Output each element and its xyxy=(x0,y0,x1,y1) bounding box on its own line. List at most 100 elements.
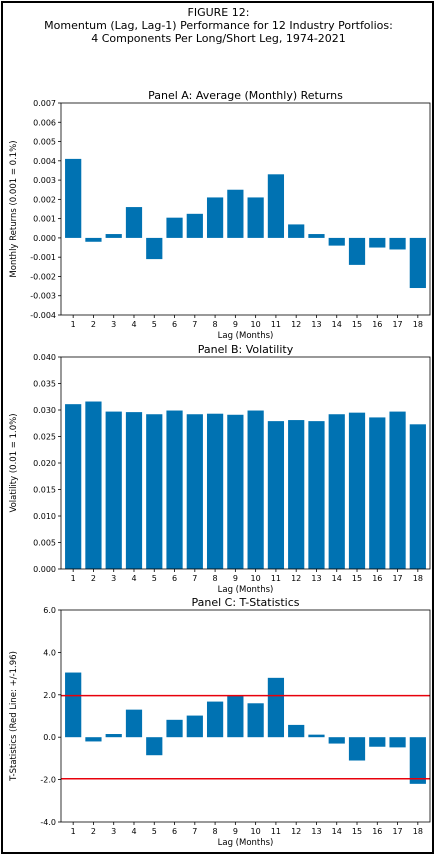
panel-b-xtick-label: 6 xyxy=(172,574,177,583)
panel-c-axes-frame xyxy=(60,609,431,823)
panel-a-ytick-label: 0.000 xyxy=(33,234,56,243)
panel-a-xtick-label: 13 xyxy=(311,320,321,329)
panel-c-xtick-label: 17 xyxy=(392,827,402,836)
panel-a-bar xyxy=(247,197,264,238)
panel-b-xtick-label: 4 xyxy=(131,574,136,583)
panel-a-xtick-label: 2 xyxy=(91,320,96,329)
panel-b-xtick-label: 17 xyxy=(392,574,402,583)
panel-c-xlabel: Lag (Months) xyxy=(218,838,274,848)
panel-c-xtick-label: 3 xyxy=(111,827,116,836)
panel-b-title: Panel B: Volatility xyxy=(198,343,294,356)
panel-b-ytick-label: 0.030 xyxy=(33,406,56,415)
panel-b-ytick-label: 0.015 xyxy=(33,486,56,495)
panel-a-ytick-label: 0.002 xyxy=(33,195,56,204)
panel-a-bar xyxy=(146,237,163,260)
panel-a-ytick-label: 0.004 xyxy=(33,157,56,166)
panel-b-xtick-label: 14 xyxy=(332,574,342,583)
panel-c-bar xyxy=(227,695,244,738)
panel-a-ytick-label: 0.001 xyxy=(33,215,56,224)
panel-b-bar xyxy=(369,417,386,569)
panel-a-bar xyxy=(105,234,122,238)
panel-c-bar xyxy=(85,737,102,742)
panel-c-bar xyxy=(328,737,345,744)
panel-a-bar xyxy=(308,234,325,238)
panel-c-xtick-label: 15 xyxy=(352,827,362,836)
panel-a-xtick-label: 12 xyxy=(291,320,301,329)
panel-b-bar xyxy=(348,412,366,569)
panel-b-xtick-label: 10 xyxy=(251,574,261,583)
panel-b-bar xyxy=(105,411,122,569)
panel-a-xtick-label: 17 xyxy=(392,320,402,329)
panel-c-xtick-label: 5 xyxy=(152,827,157,836)
panel-c-bar xyxy=(389,737,406,748)
panel-c-xtick-label: 9 xyxy=(233,827,238,836)
figure-title-line3: 4 Components Per Long/Short Leg, 1974-20… xyxy=(91,32,346,45)
panel-b-xtick-label: 7 xyxy=(192,574,197,583)
panel-a-bar xyxy=(85,237,102,242)
panel-c-xtick-label: 11 xyxy=(271,827,281,836)
panel-a-ytick-label: 0.006 xyxy=(33,118,56,127)
panel-a-ytick-label: -0.004 xyxy=(30,311,56,320)
panel-c-bar xyxy=(247,703,264,738)
panel-b-xtick-label: 16 xyxy=(372,574,382,583)
panel-a-ytick-label: -0.002 xyxy=(30,272,56,281)
figure-title-line1: FIGURE 12: xyxy=(187,6,250,19)
panel-a-xtick-label: 9 xyxy=(233,320,238,329)
panel-c-bar xyxy=(369,737,386,747)
panel-c-bar xyxy=(288,724,305,738)
panel-a-bar xyxy=(186,213,203,238)
panel-c-xtick-label: 6 xyxy=(172,827,177,836)
panel-c-ytick-label: 6.0 xyxy=(43,606,56,615)
panel-a-xtick-label: 18 xyxy=(413,320,423,329)
panel-a-xtick-label: 6 xyxy=(172,320,177,329)
panel-b-ytick-label: 0.005 xyxy=(33,539,56,548)
panel-b-xtick-label: 18 xyxy=(413,574,423,583)
panel-b-bar xyxy=(389,411,406,569)
panel-a-bar xyxy=(166,217,183,238)
panel-a-bar xyxy=(369,237,386,248)
panel-a-xtick-label: 11 xyxy=(271,320,281,329)
panel-c-xtick-label: 16 xyxy=(372,827,382,836)
panel-c-xtick-label: 1 xyxy=(71,827,76,836)
panel-c-xtick-label: 18 xyxy=(413,827,423,836)
panel-a-ylabel: Monthly Returns (0.001 = 0.1%) xyxy=(9,140,19,277)
panel-b-ytick-label: 0.010 xyxy=(33,512,56,521)
panel-c-title: Panel C: T-Statistics xyxy=(191,596,299,609)
panel-b-xtick-label: 13 xyxy=(311,574,321,583)
panel-a-bar xyxy=(65,158,82,238)
panel-b-bar xyxy=(65,404,82,569)
panel-b-xtick-label: 5 xyxy=(152,574,157,583)
panel-c-bar xyxy=(308,734,325,738)
panel-b-ytick-label: 0.020 xyxy=(33,459,56,468)
panel-b-ylabel: Volatility (0.01 = 1.0%) xyxy=(9,413,19,512)
panel-a-ytick-label: 0.005 xyxy=(33,138,56,147)
panel-b-xtick-label: 1 xyxy=(71,574,76,583)
figure-title-line2: Momentum (Lag, Lag-1) Performance for 12… xyxy=(44,19,393,32)
panel-b-bar xyxy=(288,420,305,569)
panel-c-xtick-label: 14 xyxy=(332,827,342,836)
panel-c-bar xyxy=(186,715,203,738)
panel-b-bar xyxy=(308,421,325,569)
panel-a-xtick-label: 10 xyxy=(251,320,261,329)
panel-a-bar xyxy=(328,237,345,246)
panel-a-bar xyxy=(348,237,366,265)
panel-b-xtick-label: 12 xyxy=(291,574,301,583)
panel-a-bar xyxy=(288,224,305,238)
panel-a-xtick-label: 1 xyxy=(71,320,76,329)
panel-a-xtick-label: 16 xyxy=(372,320,382,329)
panel-b-xtick-label: 2 xyxy=(91,574,96,583)
panel-c-bar xyxy=(409,737,426,784)
panel-c-bar xyxy=(206,701,224,738)
panel-a-bar xyxy=(409,237,426,289)
panel-b-xtick-label: 8 xyxy=(213,574,218,583)
panel-a-xtick-label: 4 xyxy=(131,320,136,329)
panel-a-xtick-label: 7 xyxy=(192,320,197,329)
panel-c-xtick-label: 2 xyxy=(91,827,96,836)
panel-a-xtick-label: 8 xyxy=(213,320,218,329)
panel-c-bar xyxy=(125,709,143,738)
panel-c-bar xyxy=(348,737,366,761)
panel-b-ytick-label: 0.025 xyxy=(33,433,56,442)
panel-c-ylabel: T-Statistics (Red Line: +/-1.96) xyxy=(9,651,19,782)
panel-c-xtick-label: 10 xyxy=(251,827,261,836)
